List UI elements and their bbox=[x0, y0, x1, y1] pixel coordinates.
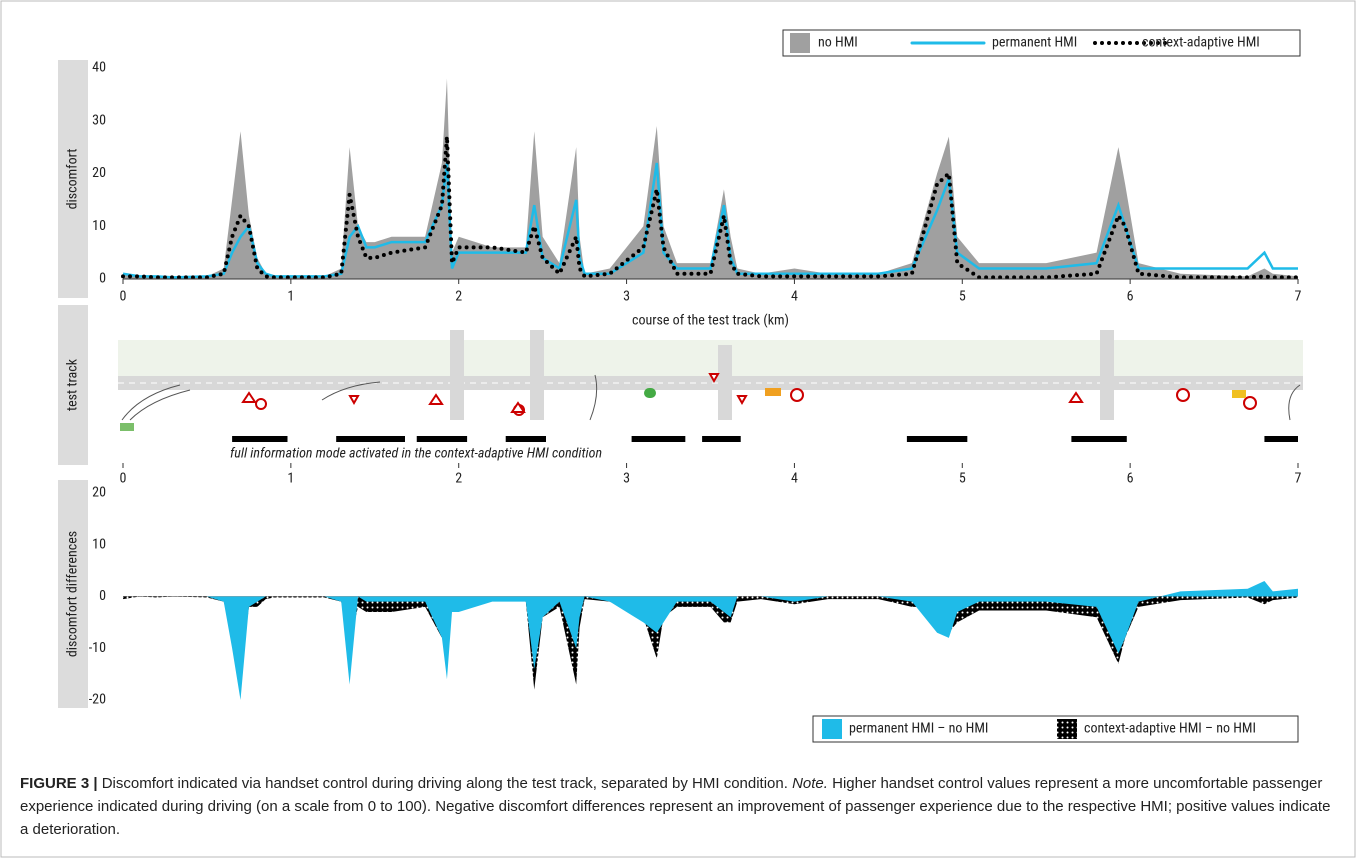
x-tick-label: 6 bbox=[1127, 471, 1134, 487]
y-tick-label: 20 bbox=[92, 485, 106, 501]
x-tick-label: 3 bbox=[623, 289, 630, 305]
y-axis-label: discomfort differences bbox=[65, 531, 81, 657]
legend-label: no HMI bbox=[818, 35, 858, 51]
x-tick-label: 7 bbox=[1295, 289, 1302, 305]
legend-label: context-adaptive HMI bbox=[1142, 35, 1260, 51]
caption: FIGURE 3 | Discomfort indicated via hand… bbox=[20, 772, 1336, 841]
x-tick-label: 2 bbox=[455, 471, 462, 487]
interval-bar bbox=[232, 436, 288, 442]
y-tick-label: -20 bbox=[89, 692, 106, 708]
interval-bar bbox=[702, 436, 741, 442]
interval-bar bbox=[416, 436, 468, 442]
y-tick-label: 20 bbox=[92, 165, 106, 181]
x-tick-label: 4 bbox=[791, 289, 798, 305]
x-tick-label: 6 bbox=[1127, 289, 1134, 305]
y-tick-label: 0 bbox=[99, 588, 106, 604]
y-label-box bbox=[58, 480, 88, 708]
x-tick-label: 0 bbox=[120, 471, 127, 487]
interval-bar bbox=[1264, 436, 1298, 442]
legend-box bbox=[782, 29, 1301, 57]
y-tick-label: 0 bbox=[99, 271, 106, 287]
y-tick-label: 10 bbox=[92, 536, 106, 552]
legend-swatch bbox=[1057, 719, 1077, 739]
x-tick-label: 4 bbox=[791, 471, 798, 487]
legend-label: permanent HMI bbox=[992, 35, 1077, 51]
legend-label: permanent HMI – no HMI bbox=[849, 721, 988, 737]
interval-bar bbox=[906, 436, 968, 442]
caption-text: Discomfort indicated via handset control… bbox=[97, 775, 793, 792]
y-axis-label: discomfort bbox=[65, 149, 81, 210]
interval-bar bbox=[631, 436, 686, 442]
interval-note: full information mode activated in the c… bbox=[230, 446, 602, 462]
legend-swatch bbox=[822, 719, 842, 739]
x-tick-label: 5 bbox=[959, 471, 966, 487]
x-tick-label: 0 bbox=[120, 289, 127, 305]
x-axis-label: course of the test track (km) bbox=[632, 313, 789, 329]
legend-swatch bbox=[790, 33, 810, 53]
caption-note: Note. bbox=[792, 775, 828, 792]
area bbox=[123, 580, 1298, 700]
y-tick-label: 10 bbox=[92, 218, 106, 234]
x-tick-label: 1 bbox=[287, 289, 294, 305]
x-tick-label: 1 bbox=[287, 471, 294, 487]
line bbox=[122, 162, 1298, 279]
area bbox=[123, 78, 1298, 279]
y-axis-label: test track bbox=[65, 358, 81, 411]
y-tick-label: 30 bbox=[92, 112, 106, 128]
interval-bar bbox=[505, 436, 546, 442]
x-tick-label: 5 bbox=[959, 289, 966, 305]
interval-bar bbox=[1071, 436, 1127, 442]
track-drawing bbox=[118, 330, 1303, 431]
y-label-box bbox=[58, 60, 88, 298]
interval-bar bbox=[336, 436, 405, 442]
legend-box bbox=[812, 715, 1299, 743]
x-tick-label: 7 bbox=[1295, 471, 1302, 487]
y-label-box bbox=[58, 305, 88, 465]
line bbox=[121, 136, 1300, 280]
y-tick-label: -10 bbox=[89, 640, 106, 656]
y-tick-label: 40 bbox=[92, 60, 106, 76]
caption-text: Higher handset control values represent … bbox=[20, 775, 1331, 838]
x-tick-label: 2 bbox=[455, 289, 462, 305]
legend-label: context-adaptive HMI – no HMI bbox=[1084, 721, 1256, 737]
x-tick-label: 3 bbox=[623, 471, 630, 487]
caption-label: FIGURE 3 | bbox=[20, 775, 98, 792]
